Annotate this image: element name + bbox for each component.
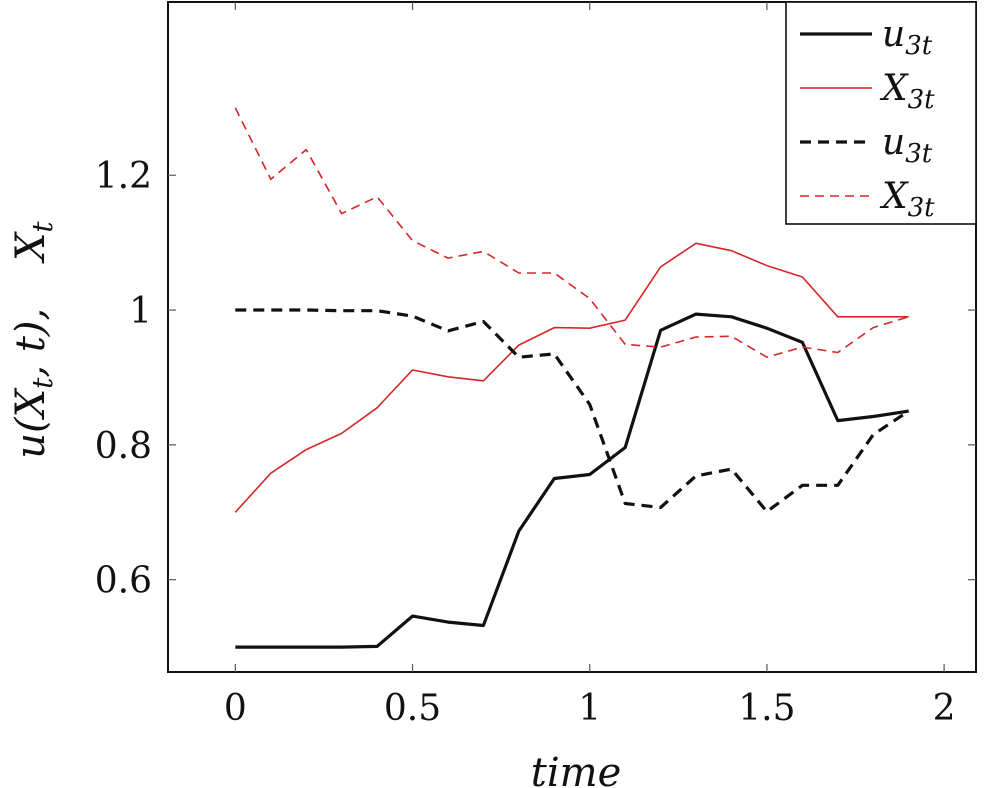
y-axis-label-subscript: t xyxy=(26,221,59,233)
legend: u3t X3t u3t X3t xyxy=(785,1,977,225)
y-tick-label: 0.6 xyxy=(95,561,152,602)
series-line-4 xyxy=(234,107,909,359)
data-layer xyxy=(234,107,910,649)
y-axis-label-part: X xyxy=(8,231,54,264)
y-tick-label: 1 xyxy=(129,291,152,332)
tick-layer: 0 0.5 1 1.5 2 0.6 0.8 1 1.2 xyxy=(95,2,976,729)
y-tick-label: 1.2 xyxy=(95,156,152,197)
x-tick-label: 1.5 xyxy=(738,688,795,729)
legend-label-2: X3t xyxy=(879,68,935,115)
y-axis-label-part: , t), xyxy=(8,295,54,378)
plot-frame xyxy=(167,1,977,673)
x-tick-label: 0 xyxy=(224,688,247,729)
x-tick-label: 1 xyxy=(578,688,601,729)
series-line-1 xyxy=(235,312,909,649)
legend-label-4: X3t xyxy=(879,176,935,223)
series-line-2 xyxy=(234,242,909,513)
y-axis-label-subscript: t xyxy=(26,377,59,389)
y-tick-label: 0.8 xyxy=(95,426,152,467)
x-axis-label: time xyxy=(531,750,621,788)
y-axis-label: u(Xt, t), Xt xyxy=(8,221,59,459)
x-tick-label: 2 xyxy=(933,688,956,729)
legend-label-3: u3t xyxy=(882,122,933,169)
x-tick-label: 0.5 xyxy=(384,688,441,729)
legend-box xyxy=(785,1,977,225)
legend-label-1: u3t xyxy=(882,14,933,61)
y-axis-label-part: u(X xyxy=(8,387,54,458)
series-line-3 xyxy=(235,308,910,514)
